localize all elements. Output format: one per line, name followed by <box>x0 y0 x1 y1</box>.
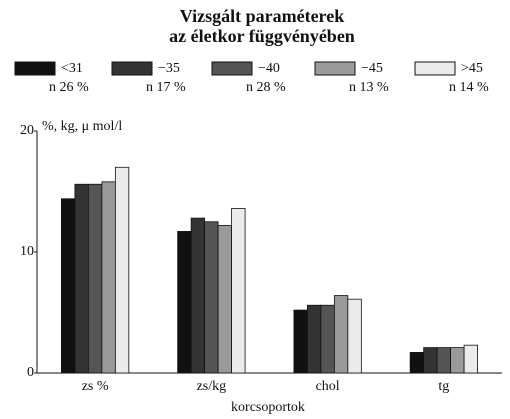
bar <box>347 298 362 374</box>
bar <box>87 183 103 374</box>
legend-label: −45 <box>361 61 383 76</box>
legend-swatch <box>14 61 56 76</box>
legend-swatch <box>314 61 356 76</box>
y-tick-label: 10 <box>20 244 34 259</box>
bar <box>74 183 89 374</box>
chart-title: az életkor függvényében <box>169 26 355 46</box>
x-tick-label: zs/kg <box>197 379 227 394</box>
bar <box>423 347 438 374</box>
legend-note: n 26 % <box>49 80 89 95</box>
x-axis-label: korcsoportok <box>231 400 305 415</box>
x-tick-label: zs % <box>82 379 109 394</box>
legend-swatch <box>111 61 153 76</box>
bar <box>101 181 116 374</box>
legend-swatch <box>414 61 456 76</box>
bar <box>114 166 130 374</box>
bar <box>190 217 206 374</box>
bar <box>333 295 349 374</box>
legend-note: n 14 % <box>449 80 489 95</box>
y-tick-label: 20 <box>20 123 34 138</box>
bar <box>436 347 452 374</box>
bar <box>204 221 219 374</box>
bar <box>320 304 335 374</box>
y-axis-label: %, kg, μ mol/l <box>42 119 122 134</box>
chart-title: Vizsgált paraméterek <box>180 6 344 26</box>
bar <box>217 224 233 374</box>
legend-note: n 13 % <box>349 80 389 95</box>
legend-note: n 17 % <box>146 80 186 95</box>
bar <box>463 344 478 374</box>
bar <box>450 347 465 374</box>
bar <box>293 309 308 374</box>
bar <box>177 231 192 374</box>
bar <box>231 208 246 374</box>
legend-label: <31 <box>61 61 83 76</box>
legend-note: n 28 % <box>246 80 286 95</box>
x-tick-label: chol <box>316 379 340 394</box>
legend-swatch <box>211 61 253 76</box>
y-tick-label: 0 <box>27 365 34 380</box>
x-tick-label: tg <box>438 379 449 394</box>
legend-label: −35 <box>158 61 180 76</box>
bar <box>61 198 76 374</box>
legend-label: −40 <box>258 61 280 76</box>
bar <box>409 352 425 374</box>
bar <box>306 304 322 374</box>
legend-label: >45 <box>461 61 483 76</box>
